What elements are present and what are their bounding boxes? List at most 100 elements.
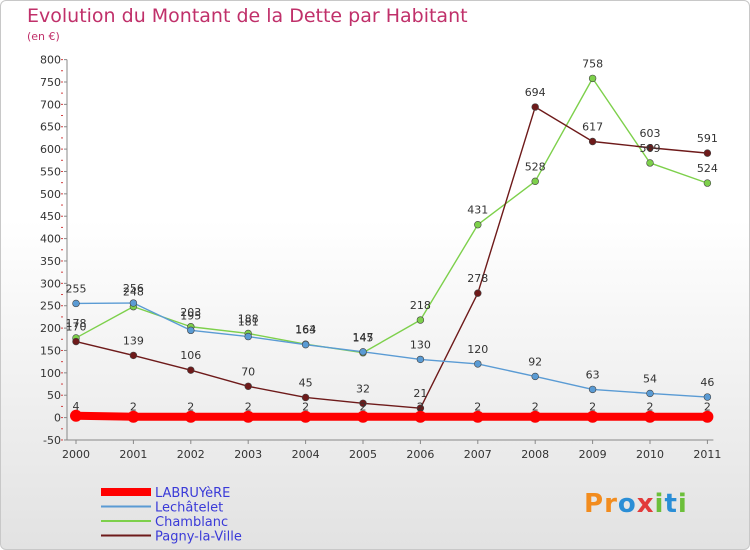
series-line-3	[75, 106, 708, 409]
data-label: 178	[66, 317, 87, 330]
x-tick-label: 2000	[62, 448, 90, 461]
data-label: 524	[697, 162, 718, 175]
data-label: 2	[704, 401, 711, 414]
data-point	[242, 410, 255, 423]
data-point	[588, 137, 597, 146]
data-label: 248	[123, 286, 144, 299]
data-point	[586, 410, 599, 423]
legend-label: Chamblanc	[155, 515, 228, 530]
y-tick-label: 700	[40, 98, 61, 111]
data-label: 2	[360, 401, 367, 414]
data-point	[701, 410, 714, 423]
data-label: 203	[180, 306, 201, 319]
data-label: 278	[467, 272, 488, 285]
x-tick-label: 2001	[119, 448, 147, 461]
x-tick-label: 2009	[579, 448, 607, 461]
data-label: 528	[525, 160, 546, 173]
data-label: 617	[582, 120, 603, 133]
data-point	[644, 410, 656, 423]
y-tick-label: 200	[40, 322, 61, 335]
chart-subtitle: (en €)	[27, 30, 60, 43]
data-point	[187, 326, 195, 335]
data-point	[72, 299, 80, 308]
data-point	[299, 410, 312, 423]
y-tick-label: 600	[40, 143, 61, 156]
data-point	[416, 316, 425, 324]
logo-letter: r	[604, 489, 618, 519]
data-label: 218	[410, 299, 431, 312]
data-point	[703, 393, 712, 401]
data-label: 195	[180, 309, 201, 322]
data-label: 54	[643, 372, 657, 385]
data-point	[357, 410, 369, 423]
data-point	[184, 410, 197, 423]
data-point	[359, 399, 367, 407]
y-tick-label: 0	[54, 412, 61, 425]
y-tick-label: 100	[40, 367, 61, 380]
logo-letter: t	[664, 489, 678, 519]
y-tick-label: 450	[40, 210, 61, 223]
data-label: 569	[640, 142, 661, 155]
y-tick-label: 800	[40, 54, 61, 67]
legend-label: Lechâtelet	[155, 501, 223, 516]
data-point	[646, 159, 654, 167]
data-point	[244, 332, 252, 341]
data-point	[129, 299, 138, 307]
data-label: 147	[353, 331, 374, 344]
data-point	[414, 410, 427, 423]
legend-label: LABRUYèRE	[155, 486, 230, 501]
logo-letter: o	[617, 489, 637, 519]
data-label: 694	[525, 86, 546, 99]
data-point	[474, 221, 482, 229]
x-tick-label: 2008	[521, 448, 549, 461]
data-point	[531, 177, 539, 186]
y-tick-label: -50	[43, 434, 61, 447]
logo-letter: i	[654, 489, 665, 519]
x-tick-label: 2010	[636, 448, 664, 461]
data-label: 4	[73, 400, 80, 413]
data-label: 591	[697, 132, 718, 145]
data-label: 188	[238, 312, 259, 325]
data-label: 603	[640, 127, 661, 140]
data-label: 170	[66, 321, 87, 334]
data-label: 139	[123, 334, 144, 347]
data-point	[416, 355, 425, 364]
data-label: 2	[302, 401, 309, 414]
data-label: 758	[582, 57, 603, 70]
x-tick-label: 2011	[693, 448, 721, 461]
data-label: 2	[532, 401, 539, 414]
data-point	[703, 179, 712, 187]
logo-letter: P	[584, 489, 605, 519]
data-label: 163	[295, 324, 316, 337]
data-label: 255	[66, 282, 87, 295]
data-label: 2	[474, 401, 481, 414]
x-tick-label: 2005	[349, 448, 377, 461]
logo-letter: i	[677, 489, 688, 519]
data-label: 21	[413, 387, 427, 400]
chart-title: Evolution du Montant de la Dette par Hab…	[27, 5, 468, 27]
data-point	[127, 410, 140, 423]
data-label: 181	[238, 316, 259, 329]
y-tick-label: 650	[40, 121, 61, 134]
data-label: 2	[130, 401, 137, 414]
data-point	[646, 144, 654, 152]
y-tick-label: 500	[40, 188, 61, 201]
data-point	[531, 372, 539, 381]
data-label: 32	[356, 382, 370, 395]
data-point	[70, 409, 82, 422]
data-point	[301, 340, 310, 349]
y-tick-label: 400	[40, 233, 61, 246]
data-label: 2	[647, 401, 654, 414]
data-point	[187, 366, 195, 374]
data-label: 45	[299, 376, 313, 389]
data-label: 63	[586, 368, 600, 381]
data-label: 2	[245, 401, 252, 414]
x-tick-label: 2006	[406, 448, 434, 461]
y-tick-label: 50	[47, 389, 61, 402]
series-line-1	[75, 302, 708, 398]
data-label: 164	[295, 323, 316, 336]
data-point	[72, 337, 80, 346]
data-label: 2	[187, 401, 194, 414]
x-tick-label: 2002	[177, 448, 205, 461]
